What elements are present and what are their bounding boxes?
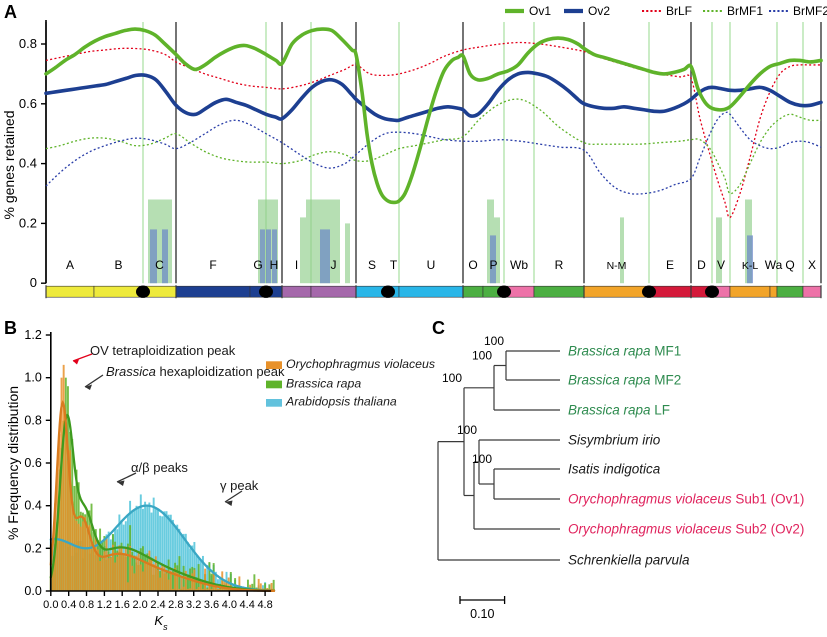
svg-text:0.2: 0.2	[24, 541, 41, 555]
svg-text:γ peak: γ peak	[220, 478, 259, 493]
svg-text:OV tetraploidization peak: OV tetraploidization peak	[90, 343, 236, 358]
svg-text:Brassica rapa: Brassica rapa	[286, 376, 361, 390]
svg-text:0.10: 0.10	[470, 607, 494, 621]
svg-text:S: S	[368, 258, 376, 272]
svg-text:100: 100	[442, 371, 462, 385]
svg-text:O: O	[468, 258, 477, 272]
svg-text:I: I	[295, 258, 298, 272]
svg-text:100: 100	[472, 349, 492, 363]
svg-text:H: H	[270, 258, 279, 272]
svg-text:U: U	[427, 258, 436, 272]
svg-text:0.4: 0.4	[61, 599, 76, 611]
svg-text:Wb: Wb	[510, 258, 528, 272]
svg-text:3.2: 3.2	[186, 599, 201, 611]
svg-text:Brassica rapa MF1: Brassica rapa MF1	[568, 344, 681, 359]
svg-text:J: J	[331, 258, 337, 272]
svg-text:% Frequency distribution: % Frequency distribution	[5, 386, 21, 540]
svg-text:0.8: 0.8	[19, 36, 37, 51]
svg-text:X: X	[808, 258, 816, 272]
svg-text:0.8: 0.8	[24, 413, 41, 427]
svg-text:D: D	[697, 258, 706, 272]
svg-text:Q: Q	[785, 258, 794, 272]
svg-text:3.6: 3.6	[204, 599, 219, 611]
svg-text:0.0: 0.0	[24, 584, 41, 598]
svg-text:0.2: 0.2	[19, 215, 37, 230]
svg-text:B: B	[114, 258, 122, 272]
svg-text:Sisymbrium irio: Sisymbrium irio	[568, 433, 661, 448]
svg-text:Orychophragmus violaceus Sub2: Orychophragmus violaceus Sub2 (Ov2)	[568, 522, 804, 537]
svg-text:4.0: 4.0	[222, 599, 237, 611]
svg-text:A: A	[66, 258, 74, 272]
svg-text:Orychophragmus violaceus: Orychophragmus violaceus	[286, 357, 435, 371]
svg-text:% genes retained: % genes retained	[1, 111, 17, 220]
svg-text:BrLF: BrLF	[666, 4, 692, 18]
svg-text:2.8: 2.8	[168, 599, 183, 611]
svg-text:0.6: 0.6	[24, 456, 41, 470]
svg-text:100: 100	[484, 334, 504, 348]
svg-text:BrMF2: BrMF2	[793, 4, 827, 18]
svg-text:0.6: 0.6	[19, 96, 37, 111]
svg-text:V: V	[717, 258, 725, 272]
svg-text:F: F	[209, 258, 216, 272]
svg-text:Ov2: Ov2	[588, 4, 610, 18]
svg-text:P: P	[489, 258, 497, 272]
svg-text:R: R	[555, 258, 564, 272]
svg-text:Brassica rapa LF: Brassica rapa LF	[568, 403, 670, 418]
svg-text:0.4: 0.4	[24, 499, 41, 513]
svg-text:0.8: 0.8	[79, 599, 94, 611]
svg-text:0.0: 0.0	[43, 599, 58, 611]
svg-text:0: 0	[30, 275, 37, 290]
svg-text:Arabidopsis thaliana: Arabidopsis thaliana	[285, 395, 397, 409]
svg-text:1.6: 1.6	[115, 599, 130, 611]
svg-text:K-L: K-L	[742, 260, 759, 272]
svg-text:4.8: 4.8	[257, 599, 272, 611]
svg-text:0.4: 0.4	[19, 156, 37, 171]
svg-text:100: 100	[472, 452, 492, 466]
svg-text:2.4: 2.4	[150, 599, 165, 611]
svg-text:E: E	[666, 258, 674, 272]
svg-text:α/β peaks: α/β peaks	[131, 460, 188, 475]
svg-text:Isatis indigotica: Isatis indigotica	[568, 462, 661, 477]
svg-text:1.2: 1.2	[97, 599, 112, 611]
svg-text:4.4: 4.4	[240, 599, 255, 611]
svg-text:1.0: 1.0	[24, 371, 41, 385]
svg-text:2.0: 2.0	[132, 599, 147, 611]
svg-text:Wa: Wa	[765, 258, 783, 272]
svg-text:C: C	[155, 258, 164, 272]
svg-text:Brassica rapa MF2: Brassica rapa MF2	[568, 373, 681, 388]
svg-text:100: 100	[457, 423, 477, 437]
svg-text:G: G	[253, 258, 262, 272]
svg-text:BrMF1: BrMF1	[727, 4, 763, 18]
svg-text:1.2: 1.2	[24, 328, 41, 342]
svg-text:Ov1: Ov1	[529, 4, 551, 18]
svg-text:N-M: N-M	[607, 260, 627, 272]
svg-text:Orychophragmus violaceus Sub1: Orychophragmus violaceus Sub1 (Ov1)	[568, 492, 804, 507]
svg-text:Brassica hexaploidization peak: Brassica hexaploidization peak	[106, 364, 285, 379]
svg-text:Ks: Ks	[154, 613, 168, 632]
svg-text:T: T	[390, 258, 398, 272]
svg-text:Schrenkiella parvula: Schrenkiella parvula	[568, 553, 690, 568]
